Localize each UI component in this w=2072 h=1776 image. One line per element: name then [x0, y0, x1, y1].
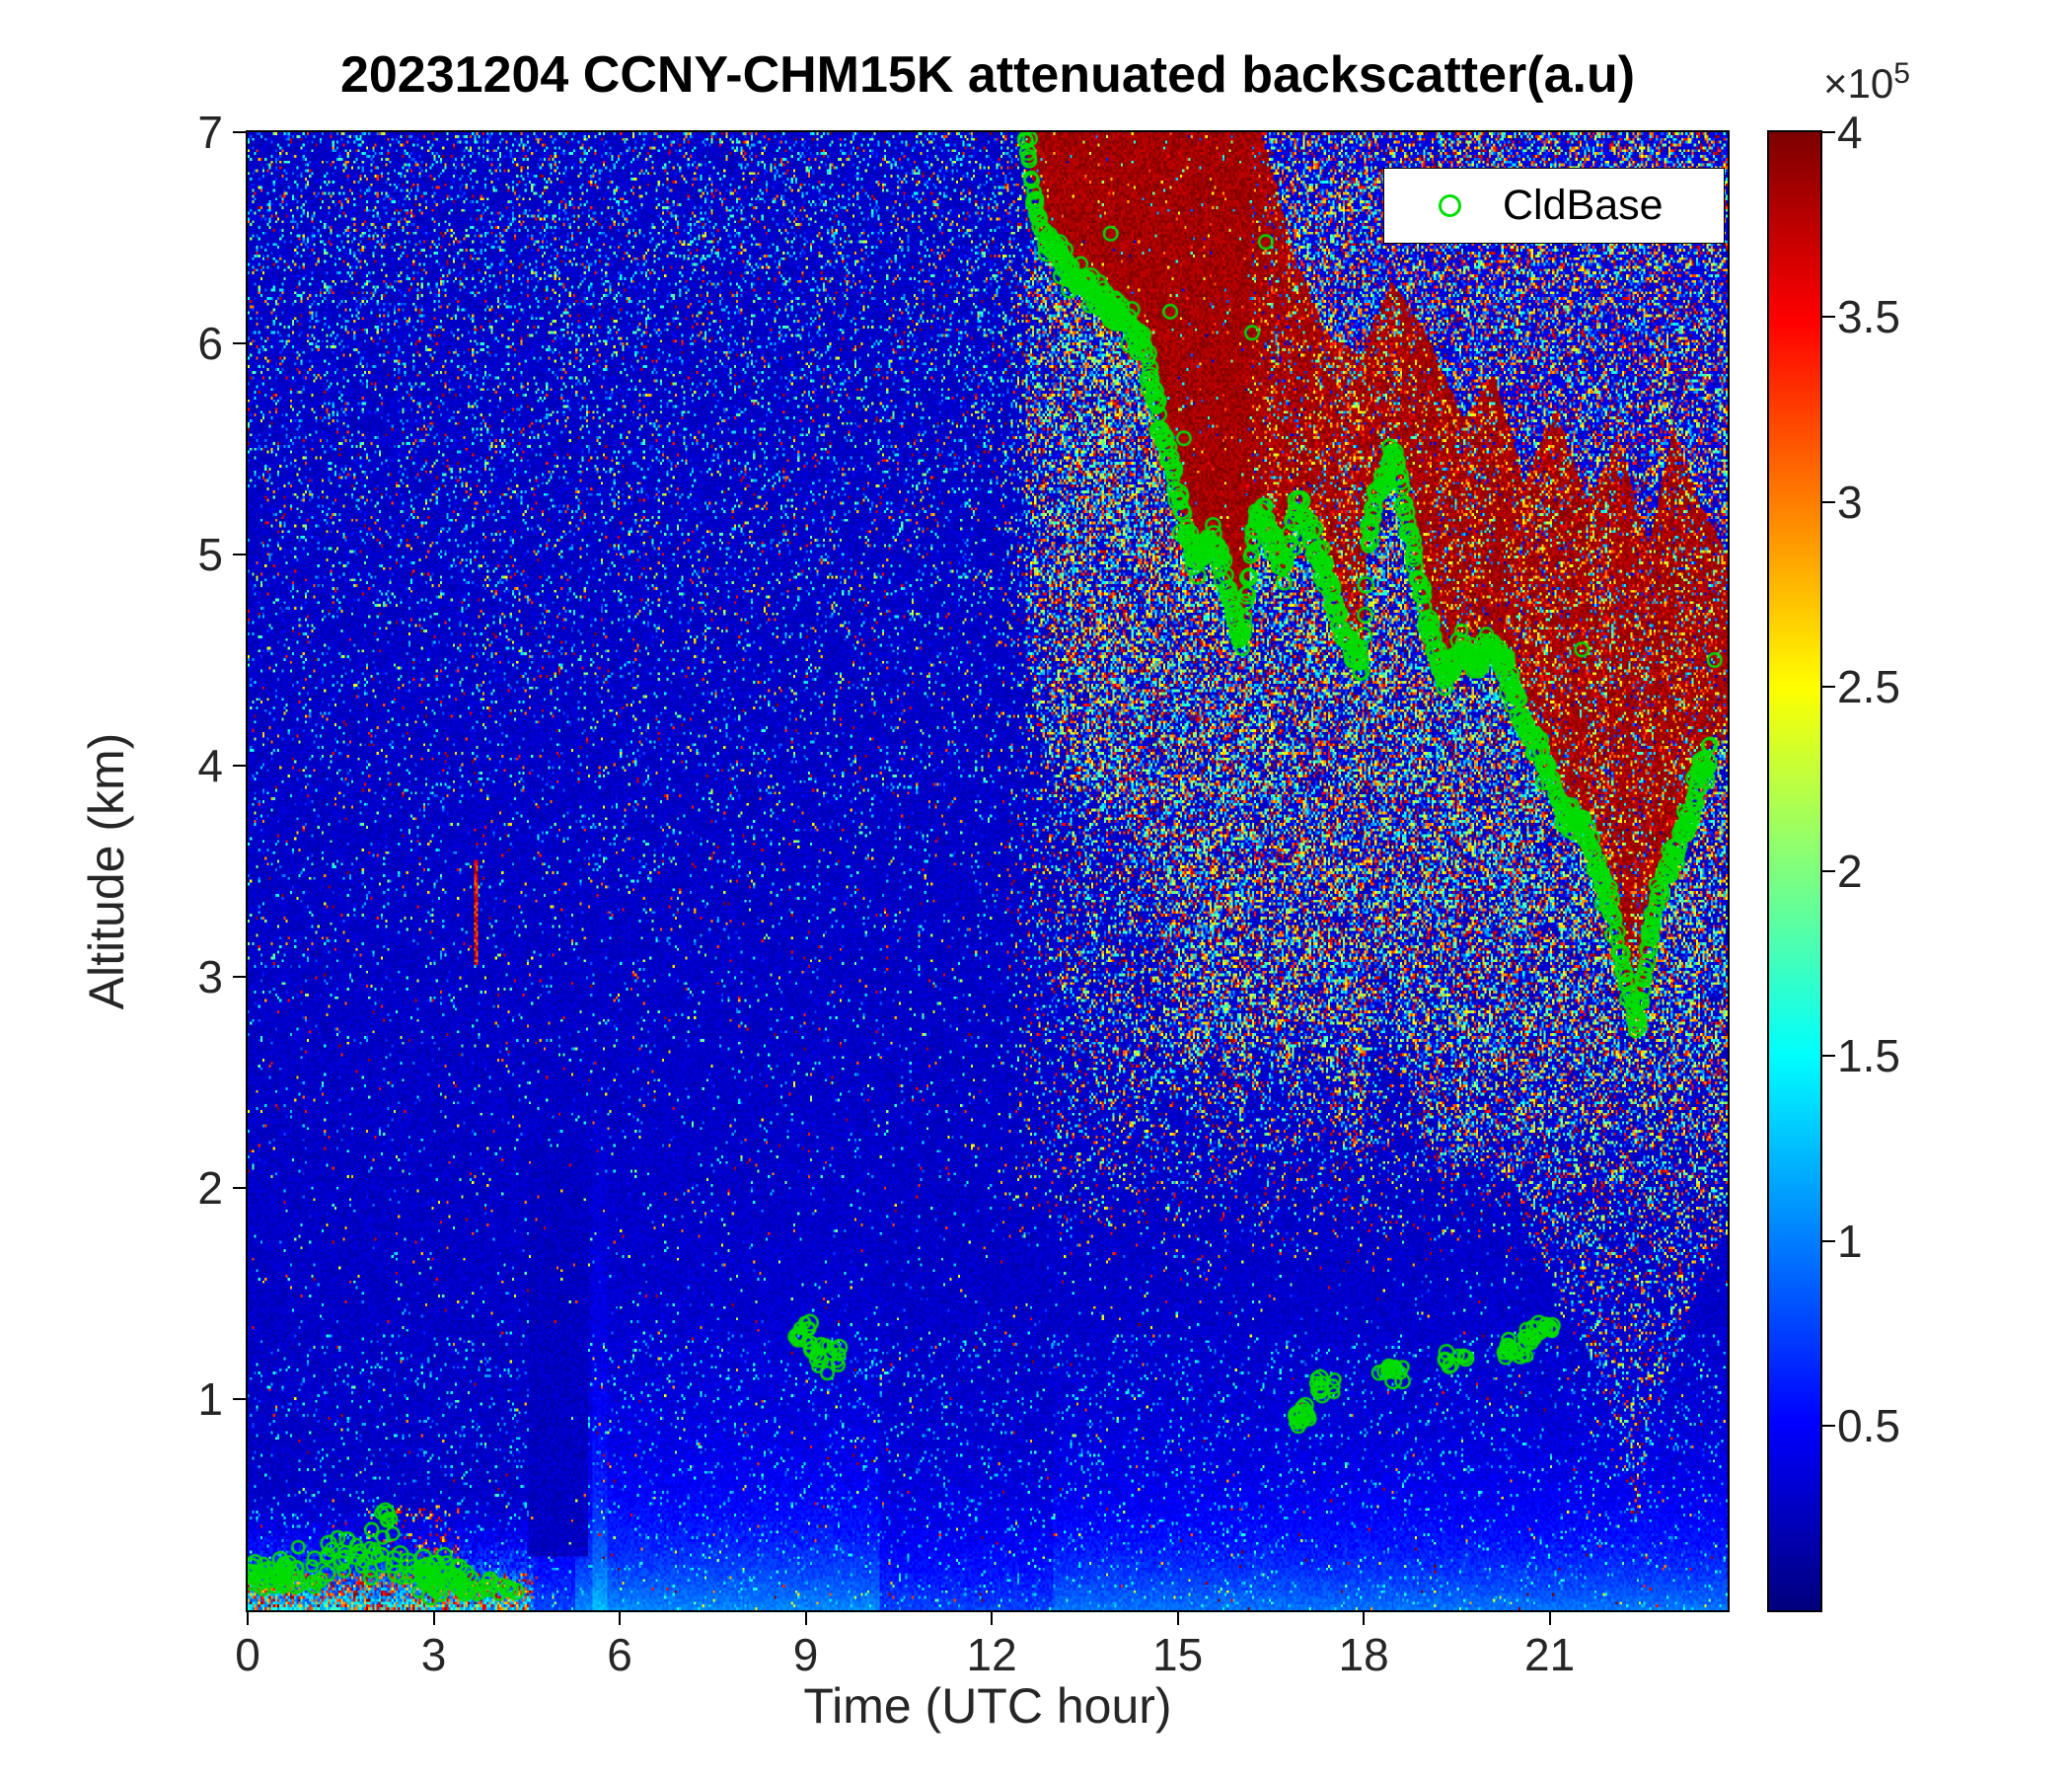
x-tick-mark — [432, 1612, 435, 1625]
y-tick-label: 5 — [197, 529, 223, 580]
colorbar-tick-mark — [1822, 870, 1835, 872]
colorbar-gradient-canvas — [1769, 132, 1820, 1610]
x-axis-label: Time (UTC hour) — [803, 1678, 1172, 1734]
x-tick-label: 15 — [1152, 1629, 1204, 1680]
y-tick-label: 4 — [197, 740, 223, 791]
y-tick-mark — [233, 554, 246, 555]
x-tick-label: 3 — [420, 1629, 447, 1680]
cldbase-scatter-canvas — [248, 132, 1728, 1610]
chart-title: 20231204 CCNY-CHM15K attenuated backscat… — [339, 46, 1636, 104]
colorbar-scale-exponent: 5 — [1893, 57, 1910, 90]
y-tick-label: 3 — [197, 951, 223, 1002]
x-tick-mark — [804, 1612, 807, 1625]
colorbar — [1767, 130, 1822, 1612]
x-tick-mark — [619, 1612, 622, 1625]
colorbar-scale-base: ×10 — [1823, 60, 1894, 107]
colorbar-tick-label: 2.5 — [1837, 660, 1900, 712]
y-tick-mark — [233, 976, 246, 978]
colorbar-tick-label: 1 — [1837, 1215, 1863, 1267]
y-tick-label: 1 — [197, 1373, 223, 1425]
colorbar-tick-label: 3.5 — [1837, 291, 1900, 343]
colorbar-tick-mark — [1822, 1239, 1835, 1242]
y-tick-label: 7 — [197, 107, 223, 158]
y-tick-label: 6 — [197, 318, 223, 369]
x-tick-mark — [1363, 1612, 1366, 1625]
plot-area: CldBase — [246, 130, 1730, 1612]
colorbar-tick-label: 4 — [1837, 107, 1863, 158]
colorbar-tick-mark — [1822, 131, 1835, 133]
colorbar-tick-label: 1.5 — [1837, 1030, 1900, 1082]
x-tick-label: 21 — [1524, 1629, 1576, 1680]
x-tick-label: 6 — [607, 1629, 632, 1680]
x-tick-label: 12 — [966, 1629, 1017, 1680]
legend-label: CldBase — [1503, 182, 1664, 229]
legend-box: CldBase — [1383, 168, 1725, 244]
x-tick-mark — [1176, 1612, 1179, 1625]
x-tick-mark — [247, 1612, 249, 1625]
x-tick-label: 18 — [1338, 1629, 1389, 1680]
cldbase-marker-icon — [1439, 194, 1461, 217]
colorbar-tick-mark — [1822, 500, 1835, 503]
y-tick-mark — [233, 342, 246, 344]
y-tick-mark — [233, 1187, 246, 1189]
x-tick-mark — [991, 1612, 994, 1625]
y-tick-mark — [233, 1398, 246, 1400]
colorbar-tick-label: 3 — [1837, 476, 1863, 528]
colorbar-tick-mark — [1822, 316, 1835, 319]
colorbar-scale-label: ×105 — [1823, 57, 1910, 108]
x-tick-label: 0 — [235, 1629, 260, 1680]
y-tick-mark — [233, 131, 246, 133]
y-tick-mark — [233, 765, 246, 767]
x-tick-label: 9 — [792, 1629, 819, 1680]
colorbar-tick-mark — [1822, 685, 1835, 688]
y-tick-label: 2 — [197, 1162, 223, 1214]
colorbar-tick-label: 0.5 — [1837, 1399, 1900, 1451]
x-tick-mark — [1548, 1612, 1551, 1625]
colorbar-tick-mark — [1822, 1055, 1835, 1058]
colorbar-tick-label: 2 — [1837, 846, 1863, 897]
colorbar-tick-mark — [1822, 1424, 1835, 1427]
